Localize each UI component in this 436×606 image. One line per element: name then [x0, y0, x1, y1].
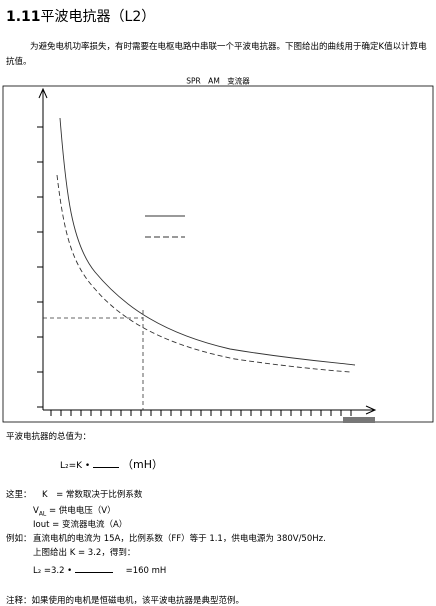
figure-title: SPR AM 变流器 [186, 76, 250, 86]
formula-right: =160 mH [125, 566, 167, 576]
scale-bar [343, 417, 375, 423]
definitions-lead: 这里： [6, 490, 32, 500]
blank [93, 459, 120, 468]
figure: SPR AM 变流器 [2, 76, 434, 423]
formula-left: L₂=K • [60, 461, 91, 471]
curve-solid [59, 117, 356, 366]
blank [74, 564, 113, 573]
section-number: 1.11 [6, 9, 41, 25]
formula-left: L₂ =3.2 • [33, 566, 73, 576]
example-lead: 例如： [6, 534, 32, 544]
example-line: 上图给出 K = 3.2，得到： [33, 548, 136, 558]
section-title: 平波电抗器（L2） [40, 9, 156, 25]
definition: Iout = 变流器电流（A） [33, 520, 128, 530]
example-line: 直流电机的电流为 15A，比例系数（FF）等于 1.1，供电电源为 380V/5… [33, 534, 326, 544]
intro: 为避免电机功率损失，有时需要在电枢电路中串联一个平波电抗器。下图给出的曲线用于确… [6, 42, 427, 67]
definition: VAL = 供电电压（V） [33, 506, 116, 518]
formula-unit: （mH） [121, 458, 163, 471]
total-label: 平波电抗器的总值为： [6, 432, 92, 442]
frame [2, 85, 434, 423]
axes [37, 87, 377, 416]
note: 注释：如果使用的电机是恒磁电机，该平波电抗器是典型范例。 [6, 596, 245, 606]
heading: 1.11平波电抗器（L2） [6, 6, 155, 26]
example-formula: L₂ =3.2 • =160 mH [33, 564, 166, 576]
formula: L₂=K • （mH） [60, 456, 163, 472]
definition: K = 常数取决于比例系数 [42, 490, 143, 500]
curve-dashed [56, 174, 351, 373]
